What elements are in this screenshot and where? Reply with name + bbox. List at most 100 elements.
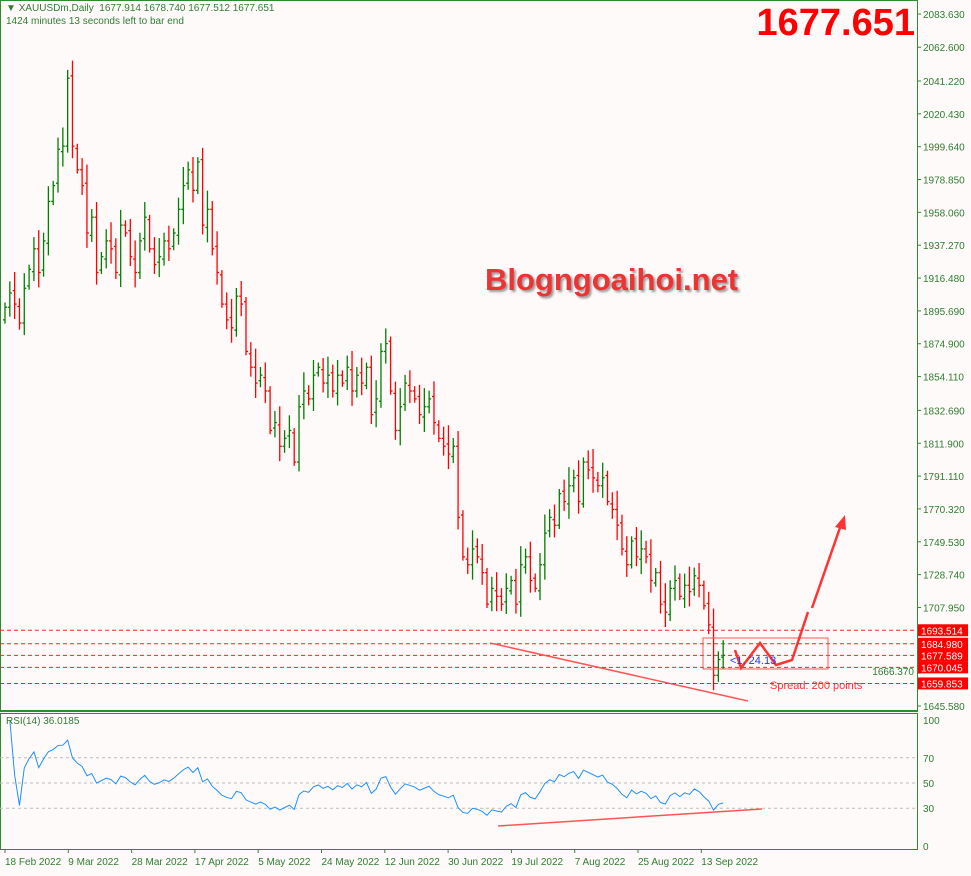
ohlc-bar: [494, 572, 499, 612]
rsi-title: RSI(14) 36.0185: [6, 716, 80, 727]
ohlc-bar: [388, 336, 393, 395]
forecast-up-arrow: [810, 521, 844, 609]
price-level-badge: [918, 624, 968, 637]
ohlc-bar: [258, 366, 263, 388]
ohlc-bar: [427, 390, 432, 414]
ohlc-bar: [605, 470, 610, 506]
ohlc-bar: [403, 374, 408, 411]
ohlc-bar: [330, 364, 335, 398]
ohlc-bar: [205, 190, 210, 243]
ohlc-bar: [12, 272, 17, 319]
price-tick-label: 1811.900: [923, 439, 964, 450]
ohlc-bar: [378, 343, 383, 408]
price-tick-label: 1770.320: [923, 505, 965, 516]
ohlc-bar: [70, 60, 75, 159]
ohlc-bar: [133, 240, 138, 288]
ohlc-bar: [316, 362, 321, 377]
ohlc-bar: [624, 536, 629, 577]
ohlc-bar: [268, 386, 273, 435]
support-trendline: [489, 642, 749, 702]
price-level-label: 1659.853: [921, 679, 963, 690]
ohlc-bar: [137, 232, 142, 280]
ohlc-bar: [166, 225, 171, 261]
rsi-panel-frame: [0, 713, 918, 850]
ohlc-bar: [369, 355, 374, 425]
ohlc-bar: [581, 457, 586, 508]
ohlc-bar: [672, 565, 677, 601]
price-level-label: 1677.589: [921, 651, 963, 662]
price-tick-label: 2062.600: [923, 43, 965, 54]
ohlc-bar: [470, 530, 475, 580]
ohlc-bar: [653, 567, 658, 587]
ohlc-bar: [210, 201, 215, 256]
ohlc-bar: [292, 428, 297, 466]
ohlc-bar: [263, 362, 268, 404]
price-tick-label: 1645.580: [923, 702, 965, 713]
ohlc-bar: [523, 548, 528, 574]
watermark: Blogngoaihoi.net: [485, 262, 739, 297]
ohlc-bar: [219, 270, 224, 308]
ohlc-bar: [142, 202, 147, 251]
ohlc-bar: [51, 180, 56, 206]
ohlc-bar: [56, 137, 61, 193]
ohlc-bar: [692, 567, 697, 596]
ohlc-bar: [562, 479, 567, 511]
arrowhead-icon: [835, 515, 846, 530]
ohlc-bar: [186, 161, 191, 190]
ohlc-bar: [547, 509, 552, 538]
rsi-line: [9, 719, 724, 816]
ohlc-bar: [36, 230, 41, 288]
ohlc-bar: [591, 448, 596, 493]
ohlc-bar: [335, 360, 340, 406]
price-tick-label: 1916.480: [923, 274, 965, 285]
ohlc-bar: [480, 544, 485, 585]
rsi-tick-label: 70: [923, 754, 935, 765]
ohlc-bar: [84, 164, 89, 248]
ohlc-bar: [359, 357, 364, 396]
ohlc-bar: [244, 296, 248, 356]
ohlc-bar: [398, 388, 403, 446]
ohlc-bar: [190, 157, 195, 203]
price-tick-label: 1999.640: [923, 143, 965, 154]
ohlc-bar: [412, 386, 417, 403]
date-tick-label: 7 Aug 2022: [575, 857, 626, 868]
ohlc-bar: [518, 546, 523, 617]
ohlc-bar: [571, 469, 576, 493]
ohlc-bar: [533, 573, 538, 593]
ohlc-bar: [460, 510, 465, 561]
ohlc-bar: [668, 580, 673, 622]
ohlc-bar: [682, 573, 687, 609]
ohlc-bar: [629, 536, 634, 569]
symbol-label: XAUUSDm,Daily: [18, 3, 94, 14]
ohlc-bar: [639, 530, 644, 575]
date-tick-label: 25 Aug 2022: [638, 857, 695, 868]
ohlc-bar: [456, 431, 461, 530]
ohlc-bar: [181, 166, 186, 225]
ohlc-bar: [701, 580, 706, 610]
collapse-triangle-icon[interactable]: ▼: [6, 3, 16, 14]
ohlc-bar: [538, 553, 543, 601]
date-tick-label: 5 May 2022: [258, 857, 311, 868]
price-tick-label: 1728.740: [923, 571, 965, 582]
ohlc-bar: [99, 251, 104, 274]
ohlc-bar: [321, 357, 326, 393]
ohlc-bar: [422, 388, 427, 432]
ohlc-bar: [272, 410, 277, 438]
ohlc-bar: [157, 238, 162, 278]
price-tick-label: 1854.110: [923, 373, 964, 384]
ohlc-bar: [417, 384, 422, 425]
ohlc-bar: [407, 370, 412, 404]
spread-text: Spread: 200 points: [770, 680, 863, 692]
bar-timer: 1424 minutes 13 seconds left to bar end: [6, 16, 184, 27]
ohlc-bar: [465, 547, 470, 575]
ohlc-bar: [475, 538, 480, 564]
price-level-label: 1670.045: [921, 663, 963, 674]
date-tick-label: 24 May 2022: [322, 857, 380, 868]
ohlc-bar: [104, 229, 109, 269]
ohlc-bar: [610, 492, 615, 519]
ohlc-bar: [176, 197, 181, 245]
price-level-badge: [918, 661, 968, 674]
ohlc-bar: [248, 342, 253, 377]
price-tick-label: 1895.690: [923, 307, 965, 318]
